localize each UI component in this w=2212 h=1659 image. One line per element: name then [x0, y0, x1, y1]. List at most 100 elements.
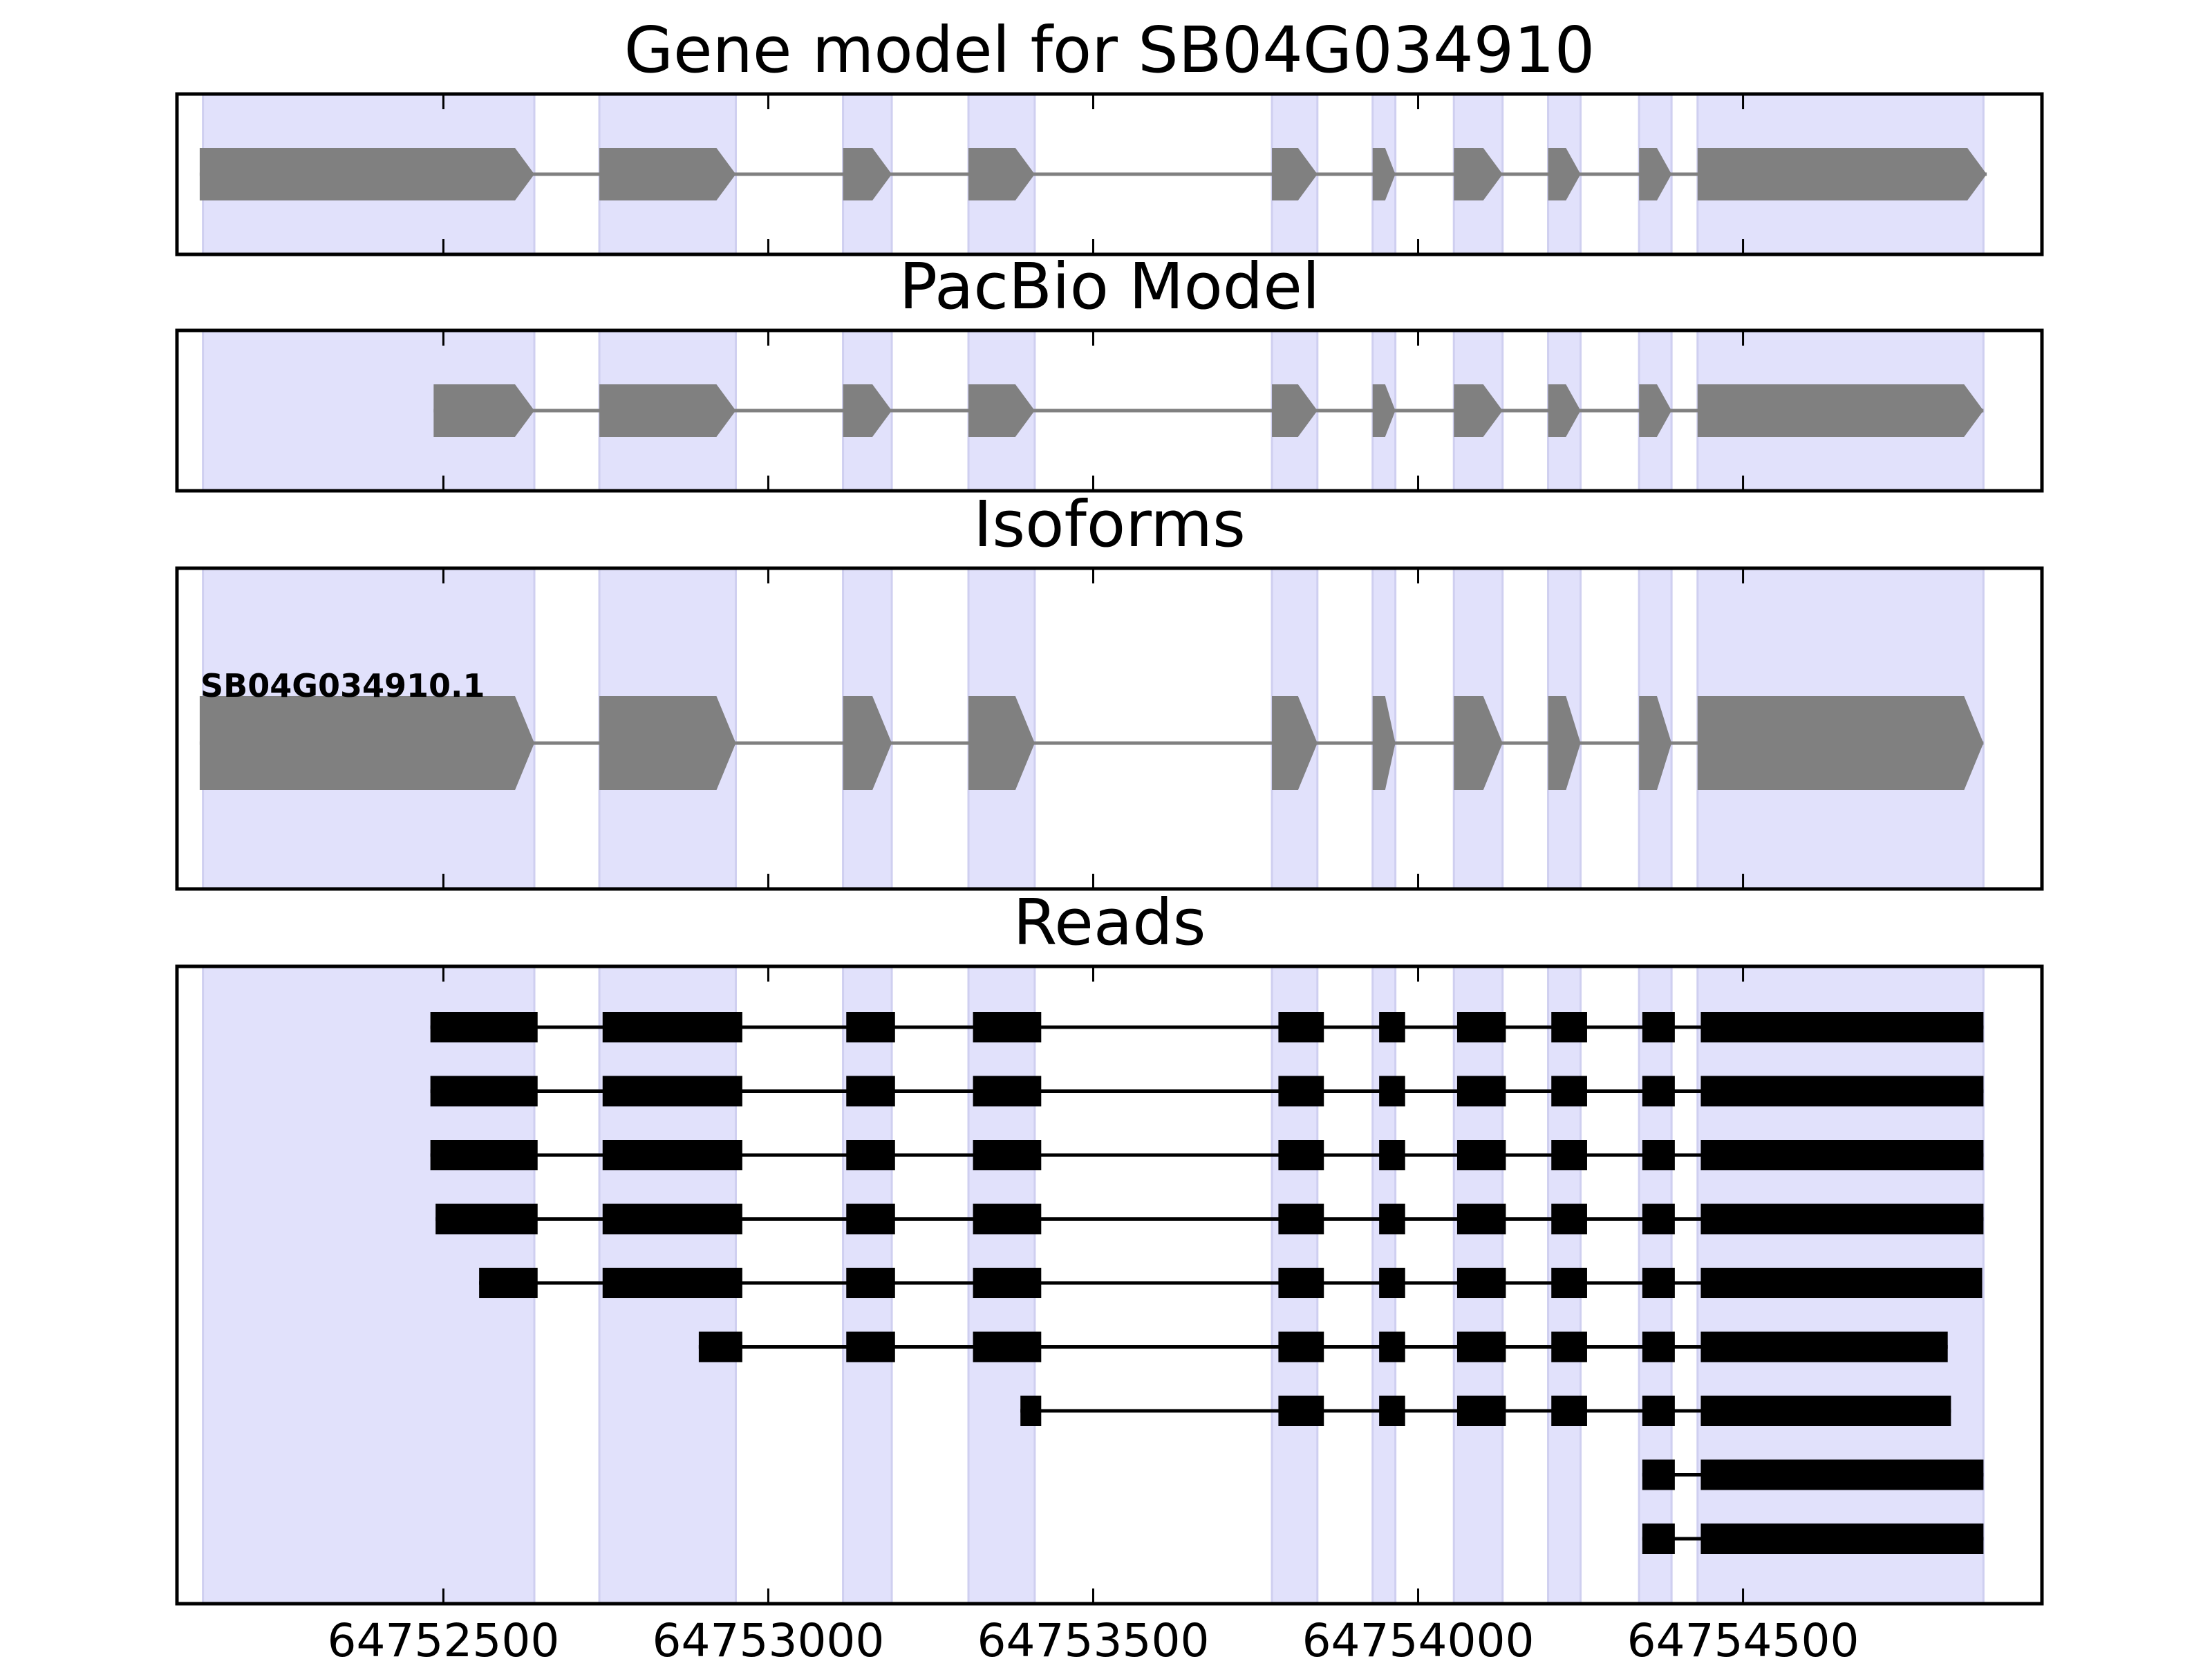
read-block — [1700, 1076, 1984, 1107]
read-block — [1700, 1459, 1984, 1490]
read-block — [698, 1331, 742, 1362]
isoform-label: SB04G034910.1 — [200, 667, 485, 704]
exon-feature — [1548, 696, 1581, 790]
exon-feature — [1639, 148, 1672, 200]
read-block — [430, 1012, 538, 1042]
read-block — [1700, 1140, 1984, 1170]
read-block — [1379, 1012, 1405, 1042]
read-block — [1642, 1076, 1675, 1107]
read-block — [973, 1076, 1042, 1107]
read-block — [1642, 1140, 1675, 1170]
read-block — [602, 1203, 742, 1235]
read-block — [1456, 1012, 1506, 1042]
read-block — [1700, 1331, 1948, 1362]
read-block — [1278, 1076, 1324, 1107]
exon-feature — [1697, 148, 1987, 200]
exon-feature — [1372, 148, 1396, 200]
read-block — [1379, 1331, 1405, 1362]
read-block — [846, 1140, 895, 1170]
read-block — [1700, 1012, 1984, 1042]
read-block — [1642, 1524, 1675, 1554]
panel-title: Reads — [1013, 885, 1206, 959]
read-block — [1278, 1012, 1324, 1042]
read-block — [1551, 1331, 1587, 1362]
panel-title: PacBio Model — [899, 250, 1320, 324]
read-block — [973, 1203, 1042, 1235]
read-block — [1278, 1268, 1324, 1298]
read-block — [1700, 1203, 1984, 1235]
exon-feature — [1272, 384, 1318, 437]
exon-feature — [199, 696, 535, 790]
exon-feature — [1548, 384, 1581, 437]
read-block — [1700, 1268, 1983, 1298]
exon-feature — [968, 696, 1035, 790]
exon-feature — [1272, 148, 1318, 200]
exon-feature — [1697, 696, 1984, 790]
read-block — [973, 1268, 1042, 1298]
exon-feature — [1697, 384, 1984, 437]
exon-feature — [599, 148, 736, 200]
read-block — [846, 1012, 895, 1042]
read-block — [1642, 1459, 1675, 1490]
read-block — [1551, 1012, 1587, 1042]
read-block — [1379, 1268, 1405, 1298]
exon-feature — [433, 384, 535, 437]
read-block — [435, 1203, 538, 1235]
read-block — [1551, 1203, 1587, 1235]
read-block — [1456, 1203, 1506, 1235]
read-block — [1700, 1396, 1951, 1426]
read-block — [1551, 1268, 1587, 1298]
exon-feature — [599, 384, 736, 437]
read-block — [973, 1140, 1042, 1170]
x-tick-label: 64753000 — [652, 1614, 884, 1659]
exon-feature — [1548, 148, 1581, 200]
exon-feature — [968, 384, 1035, 437]
read-block — [1020, 1396, 1042, 1426]
read-block — [602, 1012, 742, 1042]
x-tick-label: 64754000 — [1302, 1614, 1535, 1659]
read-block — [846, 1331, 895, 1362]
read-block — [1456, 1140, 1506, 1170]
read-block — [602, 1076, 742, 1107]
panels-root: Gene model for SB04G034910 PacBio Model Is… — [175, 13, 2044, 1659]
panel-title: Isoforms — [973, 487, 1246, 561]
read-block — [1379, 1076, 1405, 1107]
exon-feature — [843, 696, 892, 790]
read-block — [1551, 1076, 1587, 1107]
read-block — [602, 1268, 742, 1298]
exon-feature — [599, 696, 736, 790]
panel-title: Gene model for SB04G034910 — [624, 13, 1595, 87]
panel-1: Gene model for SB04G034910 — [175, 13, 2044, 256]
read-block — [1456, 1076, 1506, 1107]
read-block — [1642, 1203, 1675, 1235]
exon-feature — [1372, 696, 1396, 790]
panel-4: Reads 64752500 64753000 64753500 64754000 647… — [175, 885, 2044, 1659]
panel-frame — [175, 92, 2044, 256]
exon-feature — [1372, 384, 1396, 437]
panel-3: Isoforms SB04G034910.1 — [175, 487, 2044, 891]
read-block — [1278, 1396, 1324, 1426]
read-block — [1456, 1396, 1506, 1426]
read-block — [430, 1076, 538, 1107]
read-block — [1642, 1012, 1675, 1042]
x-tick-label: 64753500 — [977, 1614, 1210, 1659]
read-block — [846, 1076, 895, 1107]
exon-feature — [843, 384, 892, 437]
x-tick-label: 64754500 — [1627, 1614, 1859, 1659]
read-block — [973, 1012, 1042, 1042]
read-block — [430, 1140, 538, 1170]
panel-frame — [175, 566, 2044, 891]
read-block — [1456, 1331, 1506, 1362]
exon-feature — [968, 148, 1035, 200]
read-block — [1278, 1203, 1324, 1235]
panel-frame — [175, 964, 2044, 1606]
read-block — [1278, 1140, 1324, 1170]
read-block — [479, 1268, 538, 1298]
exon-feature — [1639, 384, 1672, 437]
read-block — [1456, 1268, 1506, 1298]
read-block — [973, 1331, 1042, 1362]
read-block — [1278, 1331, 1324, 1362]
exon-feature — [1454, 148, 1503, 200]
read-block — [1379, 1396, 1405, 1426]
